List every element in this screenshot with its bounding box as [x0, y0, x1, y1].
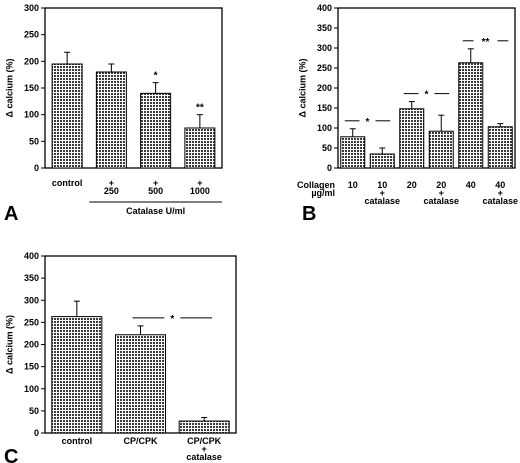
- bar: [51, 316, 103, 434]
- comparison-mark: *: [170, 314, 174, 325]
- category-label: 20: [407, 180, 417, 190]
- row-label: µg/ml: [311, 188, 335, 198]
- bar: [140, 92, 172, 169]
- y-tick-label: 200: [24, 340, 39, 350]
- category-label: catalase: [423, 196, 459, 206]
- bar: [95, 71, 127, 169]
- y-tick-label: 50: [322, 143, 332, 153]
- y-tick-label: 250: [317, 63, 332, 73]
- y-tick-label: 100: [24, 110, 39, 120]
- category-label: control: [52, 178, 83, 188]
- category-label: +: [202, 444, 207, 454]
- y-tick-label: 100: [317, 123, 332, 133]
- y-tick-label: 50: [29, 406, 39, 416]
- category-label: 1000: [190, 186, 210, 196]
- y-tick-label: 300: [24, 295, 39, 305]
- category-label: catalase: [364, 196, 400, 206]
- category-label: 10: [348, 180, 358, 190]
- panel-letter: A: [4, 203, 18, 225]
- significance-mark: **: [196, 103, 204, 114]
- bar: [458, 62, 484, 169]
- comparison-mark: *: [366, 117, 370, 128]
- y-tick-label: 350: [24, 273, 39, 283]
- bar: [369, 153, 395, 169]
- panel-letter: C: [4, 446, 18, 463]
- y-tick-label: 250: [24, 30, 39, 40]
- y-tick-label: 300: [24, 3, 39, 13]
- category-label: +: [153, 178, 158, 188]
- category-label: catalase: [186, 452, 222, 462]
- bar: [487, 126, 513, 169]
- significance-mark: *: [154, 71, 158, 82]
- bar: [399, 108, 425, 169]
- y-axis-label: Δ calcium (%): [4, 59, 14, 118]
- comparison-mark: *: [425, 90, 429, 101]
- y-tick-label: 300: [317, 43, 332, 53]
- y-tick-label: 150: [317, 103, 332, 113]
- y-tick-label: 400: [24, 251, 39, 261]
- comparison-mark: **: [482, 37, 490, 48]
- category-label: 10: [377, 180, 387, 190]
- category-label: +: [498, 188, 503, 198]
- bar: [340, 136, 366, 169]
- bar: [178, 420, 230, 434]
- category-label: 250: [104, 186, 119, 196]
- y-tick-label: 400: [317, 3, 332, 13]
- y-tick-label: 0: [34, 428, 39, 438]
- panel-letter: B: [302, 203, 316, 225]
- category-label: CP/CPK: [123, 436, 158, 446]
- y-axis-label: Δ calcium (%): [4, 315, 14, 374]
- row-label: Collagen: [297, 180, 335, 190]
- y-tick-label: 250: [24, 317, 39, 327]
- category-label: +: [197, 178, 202, 188]
- y-tick-label: 100: [24, 384, 39, 394]
- y-tick-label: 200: [317, 83, 332, 93]
- y-tick-label: 200: [24, 56, 39, 66]
- category-label: +: [109, 178, 114, 188]
- category-label: +: [439, 188, 444, 198]
- y-tick-label: 150: [24, 362, 39, 372]
- y-tick-label: 350: [317, 23, 332, 33]
- category-label: +: [380, 188, 385, 198]
- category-label: 500: [148, 186, 163, 196]
- y-tick-label: 0: [327, 163, 332, 173]
- category-label: 40: [495, 180, 505, 190]
- y-tick-label: 0: [34, 163, 39, 173]
- bar: [428, 130, 454, 169]
- y-tick-label: 150: [24, 83, 39, 93]
- category-label: CP/CPK: [187, 436, 222, 446]
- bar: [115, 334, 166, 434]
- category-label: 40: [466, 180, 476, 190]
- y-tick-label: 50: [29, 136, 39, 146]
- y-axis-label: Δ calcium (%): [297, 59, 307, 118]
- bar: [184, 127, 216, 169]
- category-label: catalase: [482, 196, 518, 206]
- category-label: control: [62, 436, 93, 446]
- group-label: Catalase U/ml: [126, 206, 185, 216]
- category-label: 20: [436, 180, 446, 190]
- bar: [51, 63, 83, 169]
